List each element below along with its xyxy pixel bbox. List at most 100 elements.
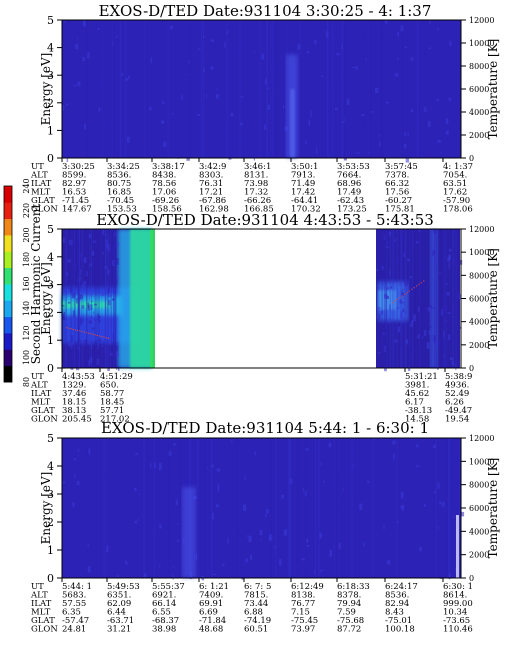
spectrogram-cell <box>296 455 299 459</box>
spectrogram-cell <box>92 364 96 369</box>
y-tick-label: 4 <box>47 460 54 473</box>
spectrogram-cell <box>439 310 442 314</box>
spectrogram-cell <box>342 121 345 123</box>
spectrogram-cell <box>306 544 310 547</box>
spectrogram-cell <box>311 498 313 500</box>
spectrogram-cell <box>321 470 324 478</box>
spectrogram-cell <box>108 287 110 294</box>
spectrogram-cell <box>457 293 460 300</box>
spectrogram-cell <box>143 438 145 578</box>
spectrogram-cell <box>275 438 277 578</box>
spectrogram-cell <box>108 341 112 345</box>
spectrogram-cell <box>322 480 325 483</box>
spectrogram-cell <box>448 438 450 578</box>
spectrogram-cell <box>216 468 221 472</box>
spectrogram-cell <box>331 47 333 49</box>
spectrogram-cell <box>327 20 329 158</box>
table-cell: 48.68 <box>199 625 223 635</box>
spectrogram-cell <box>287 438 290 578</box>
spectrogram-cell <box>448 324 450 328</box>
spectrogram-cell <box>149 106 152 111</box>
table-row-label: GLAT <box>31 616 55 626</box>
spectrogram-cell <box>380 34 384 41</box>
spectrogram-cell <box>77 481 80 485</box>
spectrogram-cell <box>376 269 379 271</box>
spectrogram-cell <box>87 360 91 362</box>
spectrogram-cell <box>112 333 114 340</box>
y2-axis-label: Temperature [K] <box>486 248 500 349</box>
spectrogram-cell <box>307 475 311 477</box>
y2-tick-label: 2000 <box>469 551 489 560</box>
spectrogram-cell <box>448 573 451 580</box>
spectrogram-cell <box>329 549 332 557</box>
spectrogram-cell <box>327 20 328 158</box>
spectrogram-cell <box>383 235 385 238</box>
spectrogram-cell <box>154 438 155 578</box>
table-cell: 79.94 <box>337 599 361 609</box>
table-cell: -57.47 <box>62 616 89 626</box>
spectrogram-cell <box>105 119 108 125</box>
colorbar-swatch <box>4 349 12 367</box>
spectrogram-cell <box>361 496 365 499</box>
spectrogram-cell <box>212 573 216 576</box>
table-cell: -49.47 <box>445 406 472 416</box>
enhancement-region <box>130 229 152 368</box>
spectrogram-cell <box>319 569 322 573</box>
spectrogram-cell <box>199 538 202 540</box>
table-cell: -69.26 <box>152 196 179 206</box>
spectrogram-cell <box>455 363 457 371</box>
spectrogram-cell <box>401 301 405 304</box>
spectrogram-cell <box>71 316 74 319</box>
spectrogram-cell <box>177 523 180 525</box>
spectrogram-cell <box>94 229 96 368</box>
spectrogram-cell <box>368 151 370 154</box>
spectrogram-cell <box>409 229 411 368</box>
spectrogram-cell <box>402 308 405 312</box>
spectrogram-cell <box>130 30 132 36</box>
spectrogram-cell <box>211 512 214 520</box>
spectrogram-cell <box>111 20 113 158</box>
spectrogram-cell <box>447 554 450 560</box>
spectrogram-cell <box>401 229 403 368</box>
table-cell: 6.26 <box>445 398 464 408</box>
spectrogram-cell <box>386 286 390 290</box>
spectrogram-cell <box>67 301 71 304</box>
spectrogram-cell <box>405 229 407 368</box>
spectrogram-cell <box>84 256 86 258</box>
spectrogram-cell <box>267 87 270 90</box>
spectrogram-cell <box>433 292 436 294</box>
spectrogram-cell <box>318 438 320 578</box>
spectrogram-cell <box>359 503 363 510</box>
spectrogram-cell <box>385 229 388 368</box>
spectrogram-cell <box>409 323 411 327</box>
spectrogram-cell <box>194 93 198 96</box>
spectrogram-cell <box>356 500 360 503</box>
spectrogram-cell <box>227 537 229 544</box>
table-cell: 38.98 <box>152 625 176 635</box>
table-cell: 7.59 <box>337 608 356 618</box>
y2-tick-label: 6000 <box>469 504 489 513</box>
spectrogram-cell <box>403 144 407 149</box>
spectrogram-cell <box>389 27 392 32</box>
spectrogram-cell <box>112 41 114 46</box>
spectrogram-cell <box>406 20 408 158</box>
table-cell: 16.85 <box>107 188 131 198</box>
spectrogram-cell <box>204 30 207 38</box>
spectrogram-cell <box>380 334 384 341</box>
spectrogram-cell <box>407 366 411 371</box>
table-cell: 68.96 <box>337 179 361 189</box>
spectrogram-cell <box>310 110 312 118</box>
spectrogram-cell <box>400 492 404 499</box>
spectrogram-cell <box>128 76 130 80</box>
spectrogram-cell <box>382 281 384 286</box>
spectrogram-cell <box>437 140 441 143</box>
spectrogram-cell <box>424 20 426 158</box>
spectrogram-cell <box>456 229 457 368</box>
spectrogram-cell <box>83 115 86 122</box>
spectrogram-cell <box>84 455 86 459</box>
spectrogram-cell <box>388 80 391 82</box>
spectrogram-cell <box>117 341 119 349</box>
spectrogram-cell <box>78 229 79 368</box>
spectrogram-cell <box>430 131 432 136</box>
spectrogram-cell <box>335 107 339 111</box>
